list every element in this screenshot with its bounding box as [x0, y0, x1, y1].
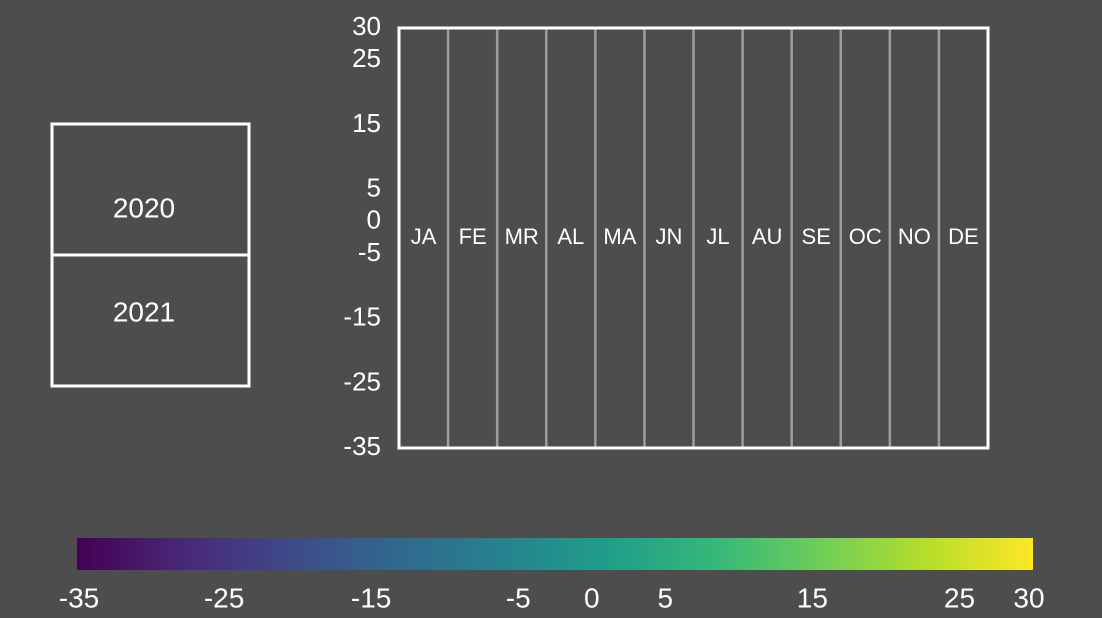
- y-tick-label: 25: [352, 43, 381, 73]
- colorbar-tick-label: -5: [506, 582, 531, 613]
- year-option-2021[interactable]: 2021: [53, 256, 248, 385]
- colorbar-tick-label: -15: [351, 582, 391, 613]
- month-label: AU: [752, 224, 783, 249]
- month-label: JL: [706, 224, 729, 249]
- colorbar-tick-label: 0: [584, 582, 600, 613]
- y-tick-label: 0: [367, 205, 381, 235]
- y-tick-label: -15: [343, 302, 381, 332]
- month-labels: JA FE MR AL MA JN JL AU SE OC NO DE: [411, 224, 979, 249]
- y-tick-label: -35: [343, 431, 381, 461]
- y-tick-label: 15: [352, 108, 381, 138]
- colorbar: -35 -25 -15 -5 0 5 15 25 30: [59, 538, 1045, 613]
- year-option-label: 2020: [113, 192, 175, 223]
- plot-frame: [397, 26, 990, 450]
- month-label: JA: [411, 224, 437, 249]
- month-label: JN: [656, 224, 683, 249]
- y-tick-label: -25: [343, 366, 381, 396]
- colorbar-tick-label: 25: [944, 582, 975, 613]
- month-label: NO: [898, 224, 931, 249]
- y-tick-label: 5: [367, 172, 381, 202]
- year-option-2020[interactable]: 2020: [53, 125, 248, 254]
- y-tick-label: -5: [358, 237, 381, 267]
- colorbar-tick-label: 5: [658, 582, 674, 613]
- y-tick-label: 30: [352, 11, 381, 41]
- colorbar-gradient: [77, 538, 1033, 570]
- colorbar-ticks: -35 -25 -15 -5 0 5 15 25 30: [59, 582, 1045, 613]
- month-dividers: [446, 28, 941, 448]
- month-label: DE: [948, 224, 979, 249]
- colorbar-tick-label: 30: [1013, 582, 1044, 613]
- month-label: AL: [557, 224, 584, 249]
- month-label: SE: [802, 224, 831, 249]
- colorbar-tick-label: 15: [797, 582, 828, 613]
- colorbar-tick-label: -25: [204, 582, 244, 613]
- month-label: OC: [849, 224, 882, 249]
- month-label: MA: [603, 224, 636, 249]
- colorbar-tick-label: -35: [59, 582, 99, 613]
- year-option-label: 2021: [113, 296, 175, 327]
- month-label: FE: [459, 224, 487, 249]
- month-label: MR: [505, 224, 539, 249]
- year-selector[interactable]: 2020 2021: [50, 122, 251, 388]
